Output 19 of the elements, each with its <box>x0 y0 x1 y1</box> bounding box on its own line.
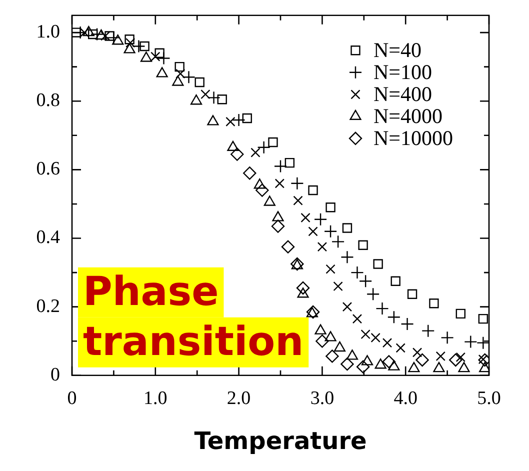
legend-label: N=400 <box>373 82 432 106</box>
x-axis-title: Temperature <box>194 426 367 455</box>
y-tick-label: 0.2 <box>36 296 60 317</box>
x-tick-label: 4.0 <box>394 388 418 409</box>
annotation: Phase transition <box>83 268 304 365</box>
legend-label: N=100 <box>373 60 432 84</box>
x-tick-label: 0 <box>67 388 77 409</box>
y-tick-label: 0.4 <box>36 227 60 248</box>
legend-label: N=10000 <box>373 126 454 150</box>
x-tick-label: 3.0 <box>310 388 334 409</box>
y-tick-label: 0.8 <box>36 90 60 112</box>
y-tick-label: 0.6 <box>36 158 60 180</box>
y-tick-label: 0 <box>50 364 60 386</box>
x-tick-label: 2.0 <box>226 388 251 409</box>
x-tick-label: 1.0 <box>144 388 168 409</box>
legend-label: N=40 <box>373 38 422 62</box>
y-tick-label: 1.0 <box>36 22 60 43</box>
legend-label: N=4000 <box>373 104 443 128</box>
x-tick-label: 5.0 <box>477 388 501 409</box>
